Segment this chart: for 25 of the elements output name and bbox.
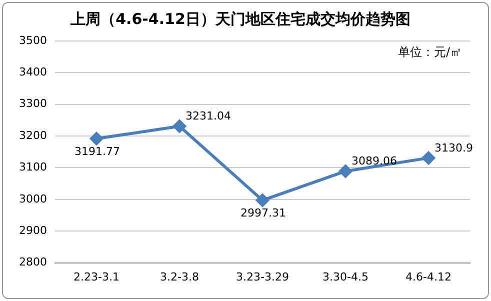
point	[90, 132, 103, 146]
y-tick-label: 3200	[18, 128, 47, 142]
annotation: 单位：元/㎡	[398, 45, 462, 60]
y-tick-label: 3100	[18, 160, 47, 174]
x-tick-label: 3.2-3.8	[160, 270, 199, 284]
x-tick-label: 4.6-4.12	[406, 270, 452, 284]
y-tick-label: 3300	[18, 97, 47, 110]
x-tick-label: 3.30-4.5	[322, 270, 368, 284]
point	[422, 151, 435, 164]
point	[339, 164, 352, 178]
point	[256, 194, 269, 207]
y-tick-label: 3000	[18, 192, 47, 206]
data-label: 3231.04	[185, 110, 231, 123]
y-tick-label: 3400	[18, 66, 47, 79]
y-tick-label: 2800	[18, 256, 47, 269]
data-label: 3089.06	[352, 154, 397, 168]
data-label: 2997.31	[240, 206, 286, 220]
data-label: 3191.77	[74, 145, 120, 158]
data-label: 3130.9	[434, 141, 473, 154]
point	[172, 120, 186, 133]
x-tick-label: 2.23-3.1	[74, 270, 120, 284]
y-tick-label: 3500	[18, 34, 47, 47]
x-tick-label: 3.23-3.29	[236, 270, 289, 284]
chart-title: 上周（4.6-4.12日）天门地区住宅成交均价趋势图	[70, 10, 410, 28]
y-tick-label: 2900	[18, 224, 47, 237]
